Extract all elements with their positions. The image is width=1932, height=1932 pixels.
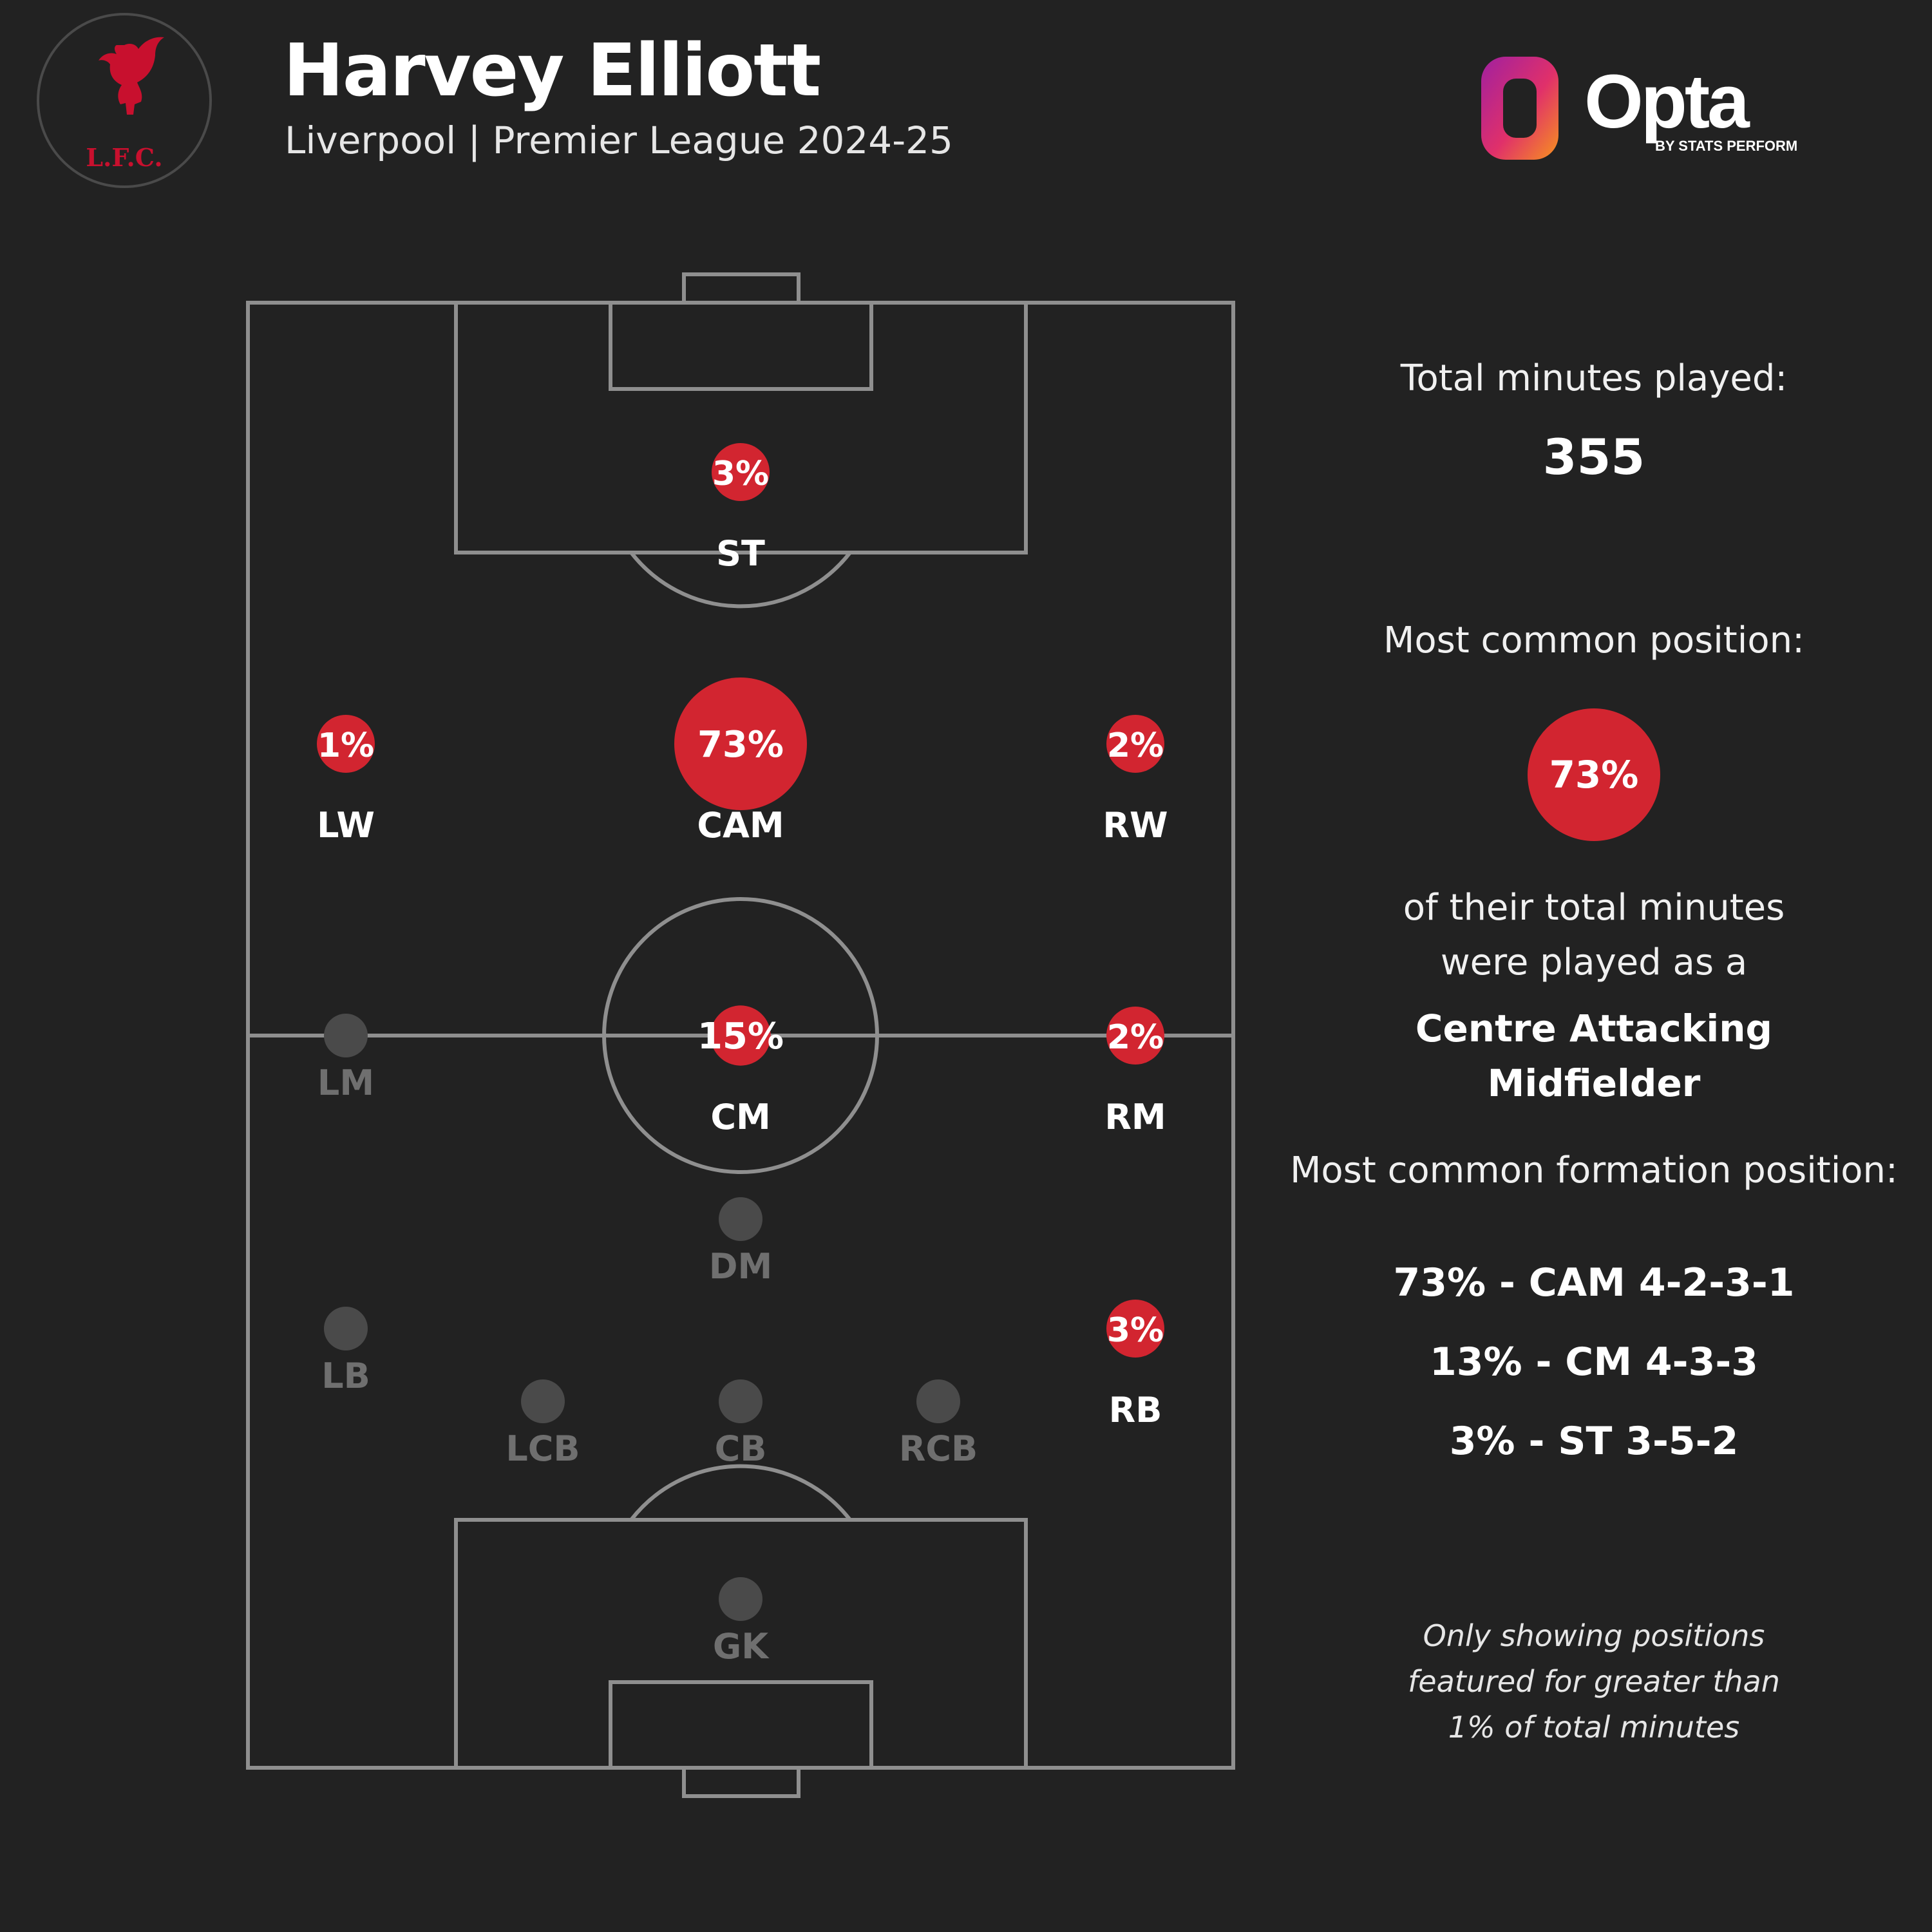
position-cam: 73% CAM	[674, 677, 807, 846]
position-code-label: RCB	[899, 1428, 978, 1469]
position-marker	[1106, 715, 1164, 773]
formation-item-3: 3% - ST 3-5-2	[1449, 1419, 1739, 1464]
total-minutes-label: Total minutes played:	[1400, 357, 1788, 399]
position-rm: 2% RM	[1104, 1007, 1166, 1137]
position-code-label: GK	[713, 1626, 770, 1667]
common-position-bubble: 73%	[1528, 708, 1660, 841]
position-marker	[712, 443, 770, 501]
total-minutes-value: 355	[1542, 428, 1645, 486]
bottom-goal	[682, 1766, 800, 1798]
position-code-label: CM	[710, 1097, 770, 1137]
club-crest-icon: L.F.C.	[37, 13, 212, 188]
position-rw: 2% RW	[1103, 715, 1168, 846]
position-code-label: LM	[317, 1063, 374, 1103]
footnote-line-2: featured for greater than	[1408, 1664, 1780, 1699]
position-lb: LB	[321, 1307, 370, 1396]
position-markers: 3% ST 1% LW 73% CAM 2% RW LM 15% CM 2% RM DM LB 3% RB LCB…	[317, 443, 1168, 1667]
common-position-label: Most common position:	[1383, 620, 1804, 661]
position-code-label: RB	[1109, 1390, 1162, 1430]
top-penalty-arc	[629, 551, 852, 609]
subtitle: Liverpool | Premier League 2024-25	[285, 118, 953, 162]
position-code-label: CAM	[697, 805, 784, 846]
position-code-label: CB	[715, 1428, 767, 1469]
position-code-label: RM	[1104, 1097, 1166, 1137]
position-code-label: ST	[716, 533, 765, 574]
position-marker	[710, 1005, 771, 1066]
opta-wordmark: Opta	[1584, 59, 1750, 144]
position-code-label: DM	[709, 1246, 773, 1287]
top-penalty-box	[454, 301, 1028, 554]
player-name: Harvey Elliott	[283, 29, 821, 113]
pitch-lines	[246, 272, 1235, 1798]
formation-item-1: 73% - CAM 4-2-3-1	[1393, 1260, 1795, 1305]
position-rcb: RCB	[899, 1379, 978, 1469]
position-code-label: LW	[317, 805, 375, 846]
top-six-yard-box	[609, 301, 873, 391]
top-goal	[682, 272, 800, 305]
position-pct-label: 15%	[697, 1016, 784, 1057]
crest-text: L.F.C.	[86, 143, 162, 172]
position-gk: GK	[713, 1577, 770, 1667]
position-marker	[719, 1197, 762, 1241]
footnote-line-1: Only showing positions	[1423, 1618, 1765, 1653]
common-position-desc-1: of their total minutes	[1403, 887, 1785, 929]
opta-logo: Opta BY STATS PERFORM	[1481, 57, 1797, 160]
position-st: 3% ST	[712, 443, 770, 574]
opta-tagline: BY STATS PERFORM	[1655, 138, 1797, 154]
common-position-desc-2: were played as a	[1440, 942, 1748, 983]
position-marker	[521, 1379, 565, 1423]
position-cm: 15% CM	[697, 1005, 784, 1137]
position-marker	[324, 1014, 368, 1057]
position-lcb: LCB	[506, 1379, 580, 1469]
formation-label: Most common formation position:	[1290, 1150, 1898, 1191]
common-position-name-2: Midfielder	[1487, 1061, 1701, 1105]
position-code-label: LB	[321, 1356, 370, 1396]
position-pct-label: 73%	[697, 724, 784, 766]
formation-item-2: 13% - CM 4-3-3	[1430, 1340, 1758, 1385]
liverbird-icon	[99, 37, 164, 115]
centre-circle	[602, 897, 879, 1174]
position-dm: DM	[709, 1197, 773, 1287]
position-code-label: LCB	[506, 1428, 580, 1469]
position-marker	[1106, 1007, 1164, 1065]
position-lm: LM	[317, 1014, 374, 1103]
position-marker	[1106, 1300, 1164, 1358]
position-pct-label: 2%	[1107, 726, 1164, 765]
position-code-label: RW	[1103, 805, 1168, 846]
position-lw: 1% LW	[317, 715, 375, 846]
footnote-line-3: 1% of total minutes	[1448, 1710, 1740, 1745]
position-marker	[916, 1379, 960, 1423]
position-marker	[719, 1577, 762, 1621]
position-marker	[324, 1307, 368, 1350]
position-marker	[719, 1379, 762, 1423]
opta-mark-icon	[1481, 57, 1558, 160]
position-pct-label: 3%	[712, 455, 769, 493]
position-pct-label: 1%	[317, 726, 374, 765]
position-cb: CB	[715, 1379, 767, 1469]
common-position-name-1: Centre Attacking	[1415, 1007, 1773, 1050]
position-marker	[674, 677, 807, 810]
position-rb: 3% RB	[1106, 1300, 1164, 1430]
bottom-penalty-arc	[629, 1464, 852, 1521]
position-pct-label: 2%	[1107, 1018, 1164, 1057]
bottom-six-yard-box	[609, 1680, 873, 1770]
position-marker	[317, 715, 375, 773]
position-pct-label: 3%	[1107, 1311, 1164, 1350]
